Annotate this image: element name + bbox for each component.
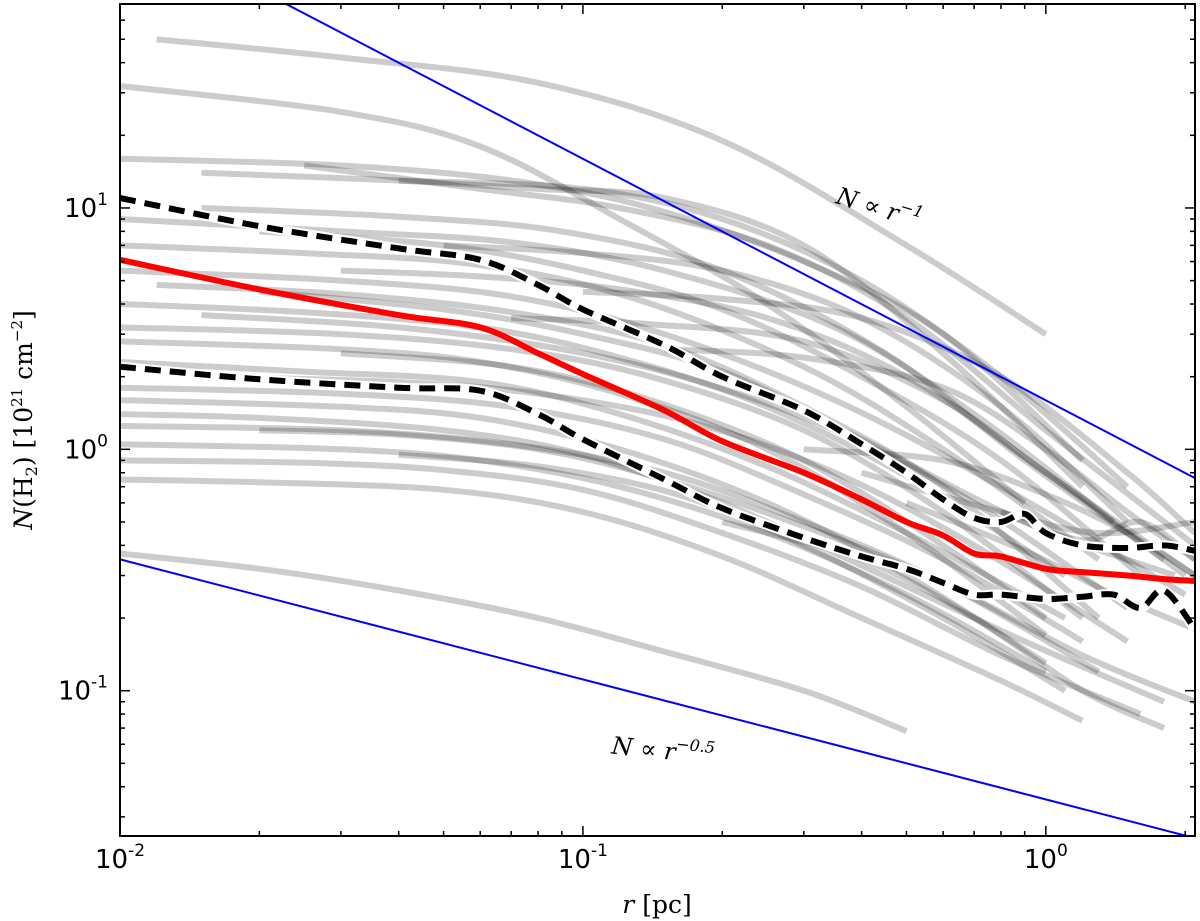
profile-line-29	[443, 242, 1130, 525]
reference-line-1	[120, 558, 1191, 836]
profile-line-38	[340, 350, 1048, 621]
profile-line-30	[511, 315, 1195, 578]
reference-lines-layer	[120, 4, 1195, 836]
profile-line-13	[201, 312, 1130, 611]
series-layer	[120, 193, 1195, 633]
profile-line-17	[120, 359, 1067, 621]
y-tick-label-2: 101	[64, 190, 108, 224]
profile-line-31	[582, 288, 1195, 536]
x-tick-label-2: 100	[1024, 841, 1068, 875]
reference-line-0	[283, 4, 1195, 479]
profile-line-23	[259, 427, 1195, 705]
profile-line-10	[120, 267, 1187, 598]
profile-line-5	[398, 177, 1085, 489]
profile-line-9	[259, 228, 1143, 578]
plot-frame	[119, 3, 1196, 837]
profile-line-26	[120, 476, 1084, 724]
series-line-0	[120, 256, 1195, 584]
profile-line-6	[120, 216, 1116, 525]
profile-line-2	[120, 155, 1085, 463]
series-line-1	[120, 195, 1195, 554]
profile-line-20	[120, 397, 1048, 666]
profile-line-28	[340, 267, 1187, 578]
x-axis-label: r [pc]	[622, 890, 691, 919]
series-line-2	[120, 363, 1195, 631]
profile-line-25	[120, 457, 1142, 717]
x-tick-label-0: 10-2	[95, 841, 145, 875]
x-tick-label-1: 10-1	[558, 841, 608, 875]
plot-area	[120, 4, 1195, 836]
profile-line-7	[201, 205, 1166, 562]
y-axis-label: N(H2) [1021 cm−2]	[8, 310, 41, 531]
profile-line-4	[303, 162, 1195, 548]
profile-line-24	[120, 441, 1048, 675]
power-law-annotation-1: N ∝ r−0.5	[609, 727, 716, 770]
profile-line-0	[156, 36, 1048, 337]
profile-line-32	[664, 346, 1195, 562]
profile-line-19	[120, 384, 1085, 644]
y-tick-label-0: 10-1	[58, 673, 108, 707]
profile-line-1	[120, 83, 1027, 506]
profile-line-16	[120, 338, 1048, 638]
y-tick-label-1: 100	[64, 431, 108, 465]
profile-line-27	[120, 550, 908, 734]
profile-line-8	[120, 242, 1101, 562]
profile-line-14	[120, 324, 1085, 621]
